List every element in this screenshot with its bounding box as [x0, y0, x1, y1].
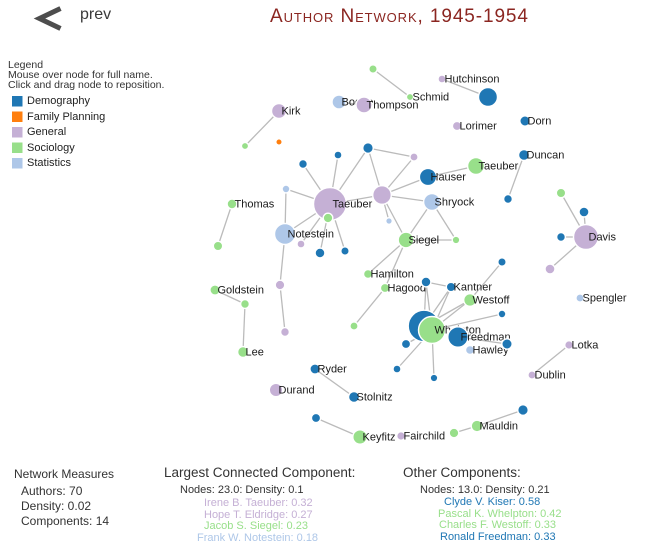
svg-text:Lee: Lee [246, 347, 264, 359]
svg-text:Hagood: Hagood [388, 283, 427, 295]
svg-text:Taeuber: Taeuber [333, 199, 373, 211]
svg-text:Mauldin: Mauldin [480, 421, 519, 433]
svg-text:Shryock: Shryock [435, 197, 475, 209]
svg-text:Hutchinson: Hutchinson [445, 74, 500, 86]
svg-text:Dorn: Dorn [528, 116, 552, 128]
svg-text:Hawley: Hawley [473, 345, 510, 357]
svg-text:Hauser: Hauser [431, 172, 467, 184]
svg-text:Davis: Davis [589, 232, 617, 244]
svg-text:Lotka: Lotka [572, 340, 600, 352]
svg-text:Hamilton: Hamilton [371, 269, 414, 281]
svg-text:Lorimer: Lorimer [460, 121, 498, 133]
svg-text:Siegel: Siegel [409, 235, 440, 247]
svg-text:Duncan: Duncan [527, 150, 565, 162]
svg-text:Kantner: Kantner [454, 282, 493, 294]
svg-text:Westoff: Westoff [473, 295, 511, 307]
svg-text:Durand: Durand [279, 385, 315, 397]
svg-text:Dublin: Dublin [535, 370, 566, 382]
svg-text:Thompson: Thompson [367, 100, 419, 112]
svg-text:Freedman: Freedman [461, 332, 511, 344]
svg-text:Notestein: Notestein [288, 229, 334, 241]
svg-text:Ryder: Ryder [318, 364, 348, 376]
svg-text:Kirk: Kirk [282, 106, 301, 118]
svg-text:Thomas: Thomas [235, 199, 275, 211]
svg-text:Fairchild: Fairchild [404, 431, 446, 443]
svg-text:Stolnitz: Stolnitz [357, 392, 393, 404]
svg-text:Goldstein: Goldstein [218, 285, 264, 297]
svg-text:Taeuber: Taeuber [479, 161, 519, 173]
svg-text:Schmid: Schmid [413, 92, 450, 104]
svg-text:Spengler: Spengler [583, 293, 627, 305]
svg-text:Keyfitz: Keyfitz [363, 432, 396, 444]
